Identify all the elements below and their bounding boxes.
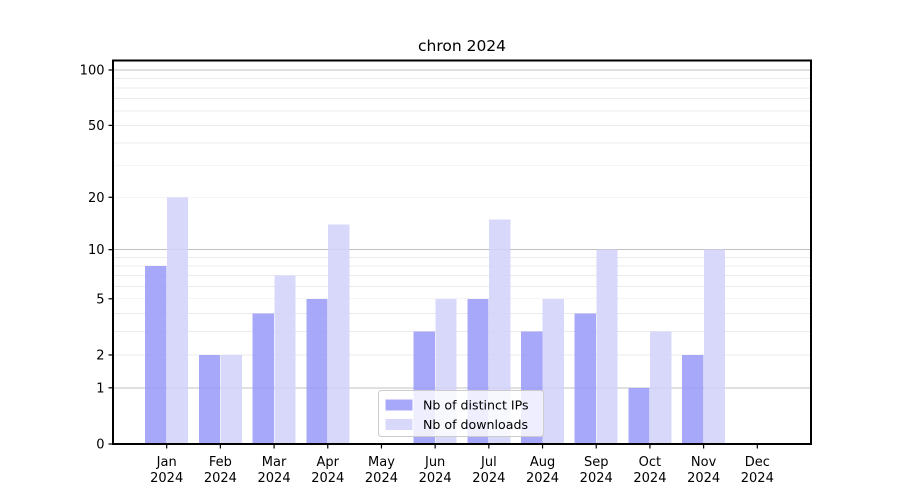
bar-ips-sep bbox=[574, 313, 597, 444]
legend-swatch-distinct-ips bbox=[385, 399, 413, 411]
bar-downloads-feb bbox=[220, 354, 242, 444]
x-tick-label-month: Sep bbox=[584, 455, 609, 470]
bar-downloads-mar bbox=[274, 275, 296, 444]
plot-border bbox=[112, 59, 812, 445]
x-tick-label-month: Jun bbox=[424, 455, 445, 470]
bar-downloads-sep bbox=[596, 249, 618, 444]
bar-ips-jan bbox=[145, 265, 167, 444]
x-tick-label-year: 2024 bbox=[526, 471, 559, 486]
bar-downloads-oct bbox=[650, 331, 672, 444]
x-tick-label-year: 2024 bbox=[365, 471, 398, 486]
bar-downloads-jul bbox=[489, 219, 511, 444]
axes: 0125102050100Jan2024Feb2024Mar2024Apr202… bbox=[80, 64, 774, 487]
legend-swatch-downloads bbox=[385, 419, 413, 430]
x-tick-label-month: Mar bbox=[262, 455, 287, 470]
bar-ips-apr bbox=[306, 298, 328, 444]
x-tick-label-year: 2024 bbox=[150, 471, 183, 486]
x-tick-label-month: Nov bbox=[691, 455, 717, 470]
x-tick-label-year: 2024 bbox=[311, 471, 344, 486]
y-tick-label: 50 bbox=[88, 119, 105, 134]
bar-downloads-apr bbox=[327, 224, 350, 444]
chart-title: chron 2024 bbox=[418, 37, 506, 55]
y-tick-label: 5 bbox=[96, 292, 104, 307]
gridlines bbox=[113, 69, 811, 389]
x-tick-label-month: Aug bbox=[530, 455, 555, 470]
x-tick-label-year: 2024 bbox=[258, 471, 291, 486]
y-tick-label: 100 bbox=[80, 64, 105, 79]
y-tick-label: 2 bbox=[96, 348, 104, 363]
y-tick-label: 20 bbox=[88, 191, 105, 206]
x-tick-label-month: Feb bbox=[209, 455, 232, 470]
x-tick-label-month: Jan bbox=[156, 455, 177, 470]
bar-ips-feb bbox=[198, 354, 221, 444]
x-tick-label-month: May bbox=[368, 455, 395, 470]
x-tick-label-month: Dec bbox=[745, 455, 770, 470]
x-tick-label-year: 2024 bbox=[472, 471, 505, 486]
x-tick-label-month: Apr bbox=[317, 455, 340, 470]
x-tick-label-month: Oct bbox=[639, 455, 661, 470]
bar-downloads-jan bbox=[166, 197, 189, 444]
x-tick-label-year: 2024 bbox=[419, 471, 452, 486]
bar-ips-nov bbox=[682, 354, 704, 444]
x-tick-label-year: 2024 bbox=[580, 471, 613, 486]
x-tick-label-year: 2024 bbox=[687, 471, 720, 486]
x-tick-label-year: 2024 bbox=[633, 471, 666, 486]
bar-ips-mar bbox=[252, 313, 274, 444]
bar-downloads-aug bbox=[542, 298, 565, 444]
x-tick-label-year: 2024 bbox=[741, 471, 774, 486]
y-tick-label: 0 bbox=[96, 438, 104, 453]
x-tick-label-month: Jul bbox=[480, 455, 497, 470]
legend-box bbox=[378, 390, 544, 437]
legend-label-distinct-ips: Nb of distinct IPs bbox=[423, 398, 529, 413]
x-tick-label-year: 2024 bbox=[204, 471, 237, 486]
y-tick-label: 1 bbox=[96, 381, 104, 396]
y-tick-label: 10 bbox=[88, 243, 105, 258]
legend: Nb of distinct IPs Nb of downloads bbox=[378, 390, 544, 437]
bar-ips-oct bbox=[628, 387, 650, 444]
legend-label-downloads: Nb of downloads bbox=[423, 417, 528, 432]
bar-downloads-nov bbox=[703, 249, 726, 444]
